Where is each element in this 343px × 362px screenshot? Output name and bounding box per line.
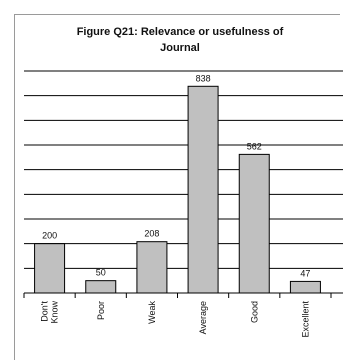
- chart-frame: [14, 14, 340, 360]
- bar: [289, 280, 321, 294]
- category-label-line: Excellent: [300, 301, 310, 338]
- category-label: Weak: [147, 301, 157, 324]
- data-label: 200: [42, 231, 57, 241]
- bar: [136, 241, 168, 294]
- data-label: 562: [247, 141, 262, 151]
- category-label: Good: [249, 301, 259, 323]
- data-label: 47: [300, 268, 310, 278]
- data-label: 50: [96, 268, 106, 278]
- category-label-line: Weak: [147, 301, 157, 324]
- category-label: Average: [198, 301, 208, 334]
- data-label: 838: [196, 73, 211, 83]
- bar: [238, 153, 270, 294]
- category-label-line: Average: [198, 301, 208, 334]
- category-label-line: Don't: [40, 301, 50, 322]
- category-label: Poor: [96, 301, 106, 320]
- chart-title: Figure Q21: Relevance or usefulness of J…: [76, 26, 284, 54]
- category-label: Don'tKnow: [40, 301, 60, 324]
- data-label: 208: [144, 229, 159, 239]
- category-label-line: Know: [50, 301, 60, 324]
- category-label-line: Poor: [96, 301, 106, 320]
- category-label-line: Good: [249, 301, 259, 323]
- bar: [85, 280, 117, 294]
- bar: [187, 85, 219, 294]
- category-label: Excellent: [300, 301, 310, 338]
- bar: [34, 243, 66, 294]
